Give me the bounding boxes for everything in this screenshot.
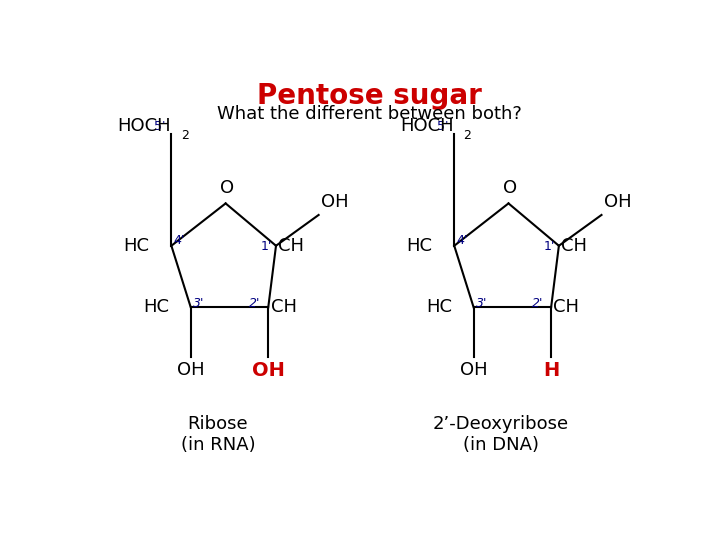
Text: HC: HC — [426, 298, 452, 316]
Text: HC: HC — [407, 237, 433, 255]
Text: OH: OH — [604, 193, 631, 211]
Text: 5': 5' — [437, 120, 449, 133]
Text: OH: OH — [460, 361, 487, 379]
Text: O: O — [220, 179, 234, 197]
Text: O: O — [503, 179, 517, 197]
Text: 3': 3' — [476, 296, 487, 309]
Text: 4': 4' — [456, 234, 468, 247]
Text: 1': 1' — [544, 240, 555, 253]
Text: HOCH: HOCH — [117, 117, 171, 136]
Text: OH: OH — [177, 361, 204, 379]
Text: HOCH: HOCH — [400, 117, 454, 136]
Text: 4': 4' — [174, 234, 185, 247]
Text: 2': 2' — [532, 296, 544, 309]
Text: CH: CH — [271, 298, 297, 316]
Text: HC: HC — [143, 298, 169, 316]
Text: Pentose sugar: Pentose sugar — [256, 82, 482, 110]
Text: 1': 1' — [261, 240, 272, 253]
Text: OH: OH — [321, 193, 348, 211]
Text: 2’-Deoxyribose
(in DNA): 2’-Deoxyribose (in DNA) — [433, 415, 569, 454]
Text: H: H — [543, 361, 559, 380]
Text: 2: 2 — [464, 129, 472, 142]
Text: 2': 2' — [249, 296, 261, 309]
Text: CH: CH — [554, 298, 580, 316]
Text: HC: HC — [124, 237, 150, 255]
Text: CH: CH — [279, 237, 305, 255]
Text: CH: CH — [561, 237, 588, 255]
Text: OH: OH — [252, 361, 284, 380]
Text: 5': 5' — [154, 120, 166, 133]
Text: 3': 3' — [193, 296, 204, 309]
Text: 2: 2 — [181, 129, 189, 142]
Text: Ribose
(in RNA): Ribose (in RNA) — [181, 415, 255, 454]
Text: What the different between both?: What the different between both? — [217, 105, 521, 123]
